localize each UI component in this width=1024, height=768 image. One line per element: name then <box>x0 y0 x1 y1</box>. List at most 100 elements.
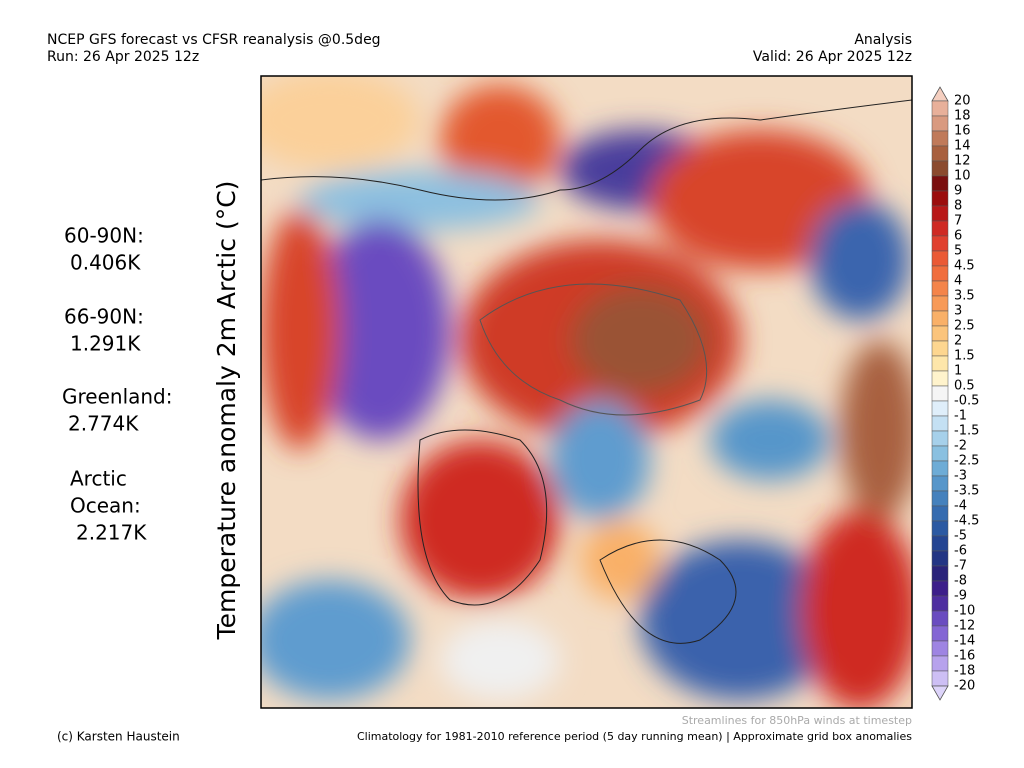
colorbar-segment <box>931 310 949 327</box>
mode: Analysis <box>854 32 912 48</box>
colorbar-label: 9 <box>954 184 962 199</box>
colorbar-segment <box>931 145 949 162</box>
colorbar-segment <box>931 595 949 612</box>
colorbar-label: -20 <box>954 679 975 694</box>
colorbar-label: 4.5 <box>954 259 975 274</box>
colorbar-label: -1.5 <box>954 424 979 439</box>
streamlines-note: Streamlines for 850hPa winds at timestep <box>682 714 912 727</box>
colorbar-label: -1 <box>954 409 967 424</box>
colorbar-segment <box>931 250 949 267</box>
colorbar-label: 20 <box>954 94 971 109</box>
colorbar-label: 2.5 <box>954 319 975 334</box>
map <box>261 76 912 708</box>
colorbar-segment <box>931 340 949 357</box>
stat-label: Ocean: <box>70 494 141 518</box>
colorbar-segment <box>931 175 949 192</box>
colorbar-segment <box>931 190 949 207</box>
colorbar-segment <box>931 265 949 282</box>
colorbar-label: -4.5 <box>954 514 979 529</box>
colorbar-label: -6 <box>954 544 967 559</box>
colorbar-arrow <box>931 685 949 701</box>
colorbar-segment <box>931 385 949 402</box>
colorbar-segment <box>931 580 949 597</box>
valid-time: Valid: 26 Apr 2025 12z <box>753 49 912 65</box>
colorbar-segment <box>931 460 949 477</box>
stat-value: 0.406K <box>70 251 141 275</box>
stat-label: Arctic <box>70 467 127 491</box>
colorbar-label: -4 <box>954 499 967 514</box>
colorbar-label: -12 <box>954 619 975 634</box>
colorbar-segment <box>931 610 949 627</box>
stat-label: 60-90N: <box>64 224 144 248</box>
colorbar-label: -2.5 <box>954 454 979 469</box>
colorbar-label: 3.5 <box>954 289 975 304</box>
colorbar-label: 7 <box>954 214 962 229</box>
colorbar-label: -0.5 <box>954 394 979 409</box>
colorbar-label: -10 <box>954 604 975 619</box>
colorbar-label: -9 <box>954 589 967 604</box>
stat-value: 2.217K <box>76 521 147 545</box>
colorbar-label: 14 <box>954 139 971 154</box>
colorbar-segment <box>931 445 949 462</box>
run-time: Run: 26 Apr 2025 12z <box>47 49 199 65</box>
colorbar-segment <box>931 130 949 147</box>
colorbar-segment <box>931 355 949 372</box>
colorbar-label: 3 <box>954 304 962 319</box>
colorbar-label: -7 <box>954 559 967 574</box>
colorbar-label: 16 <box>954 124 971 139</box>
colorbar-segment <box>931 280 949 297</box>
colorbar-label: 18 <box>954 109 971 124</box>
climatology-note: Climatology for 1981-2010 reference peri… <box>357 730 912 743</box>
colorbar-label: -16 <box>954 649 975 664</box>
colorbar-label: 10 <box>954 169 971 184</box>
colorbar-label: 2 <box>954 334 962 349</box>
colorbar-label: -14 <box>954 634 975 649</box>
colorbar-segment <box>931 400 949 417</box>
stats: 60-90N: 0.406K 66-90N: 1.291K Greenland: 2.77… <box>62 224 173 545</box>
coastlines <box>261 99 912 644</box>
colorbar-label: 0.5 <box>954 379 975 394</box>
credit: (c) Karsten Haustein <box>57 730 180 744</box>
colorbar-segment <box>931 220 949 237</box>
colorbar-segment <box>931 550 949 567</box>
colorbar-segment <box>931 325 949 342</box>
colorbar-segment <box>931 430 949 447</box>
colorbar-segment <box>931 670 949 687</box>
colorbar-label: 12 <box>954 154 971 169</box>
stat-label: Greenland: <box>62 385 173 409</box>
header-title: NCEP GFS forecast vs CFSR reanalysis @0.… <box>47 32 381 48</box>
colorbar-segment <box>931 520 949 537</box>
map-frame <box>260 75 913 709</box>
colorbar-label: -2 <box>954 439 967 454</box>
colorbar-label: 4 <box>954 274 962 289</box>
colorbar-label: -18 <box>954 664 975 679</box>
colorbar-segment <box>931 100 949 117</box>
colorbar-segment <box>931 535 949 552</box>
colorbar-segment <box>931 475 949 492</box>
colorbar-label: -3 <box>954 469 967 484</box>
colorbar-label: 1.5 <box>954 349 975 364</box>
colorbar-label: -5 <box>954 529 967 544</box>
colorbar-segment <box>931 625 949 642</box>
colorbar-segment <box>931 490 949 507</box>
colorbar-segment <box>931 205 949 222</box>
colorbar-segment <box>931 640 949 657</box>
colorbar-label: 6 <box>954 229 962 244</box>
colorbar-segment <box>931 655 949 672</box>
colorbar-segment <box>931 415 949 432</box>
colorbar-label: -8 <box>954 574 967 589</box>
colorbar-label: 8 <box>954 199 962 214</box>
colorbar-label: -3.5 <box>954 484 979 499</box>
colorbar-segment <box>931 160 949 177</box>
colorbar-segment <box>931 370 949 387</box>
stat-value: 1.291K <box>70 332 141 356</box>
colorbar-segment <box>931 115 949 132</box>
colorbar-label: 1 <box>954 364 962 379</box>
colorbar-segment <box>931 565 949 582</box>
stat-label: 66-90N: <box>64 305 144 329</box>
map-title: Temperature anomaly 2m Arctic (°C) <box>212 181 241 641</box>
stat-value: 2.774K <box>68 412 139 436</box>
colorbar-arrow <box>931 86 949 102</box>
